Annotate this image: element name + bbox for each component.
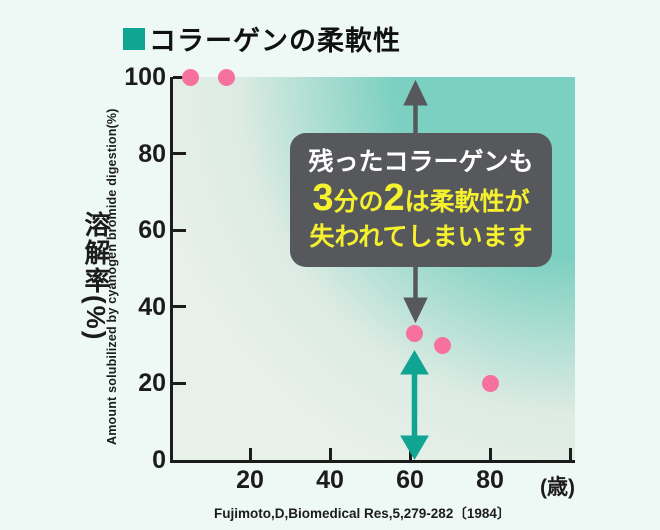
annotation-line-1: 残ったコラーゲンも: [308, 148, 534, 176]
y-tick-mark: [173, 228, 186, 232]
x-tick-label: 80: [476, 466, 504, 494]
y-tick-mark: [173, 75, 186, 79]
title-bullet-square-icon: [123, 27, 145, 50]
annotation-line-3: 失われてしまいます: [309, 223, 533, 251]
y-tick-label: 40: [138, 292, 166, 321]
data-point: [181, 68, 199, 86]
data-point: [405, 325, 423, 343]
x-axis-unit-label: (歳): [540, 476, 575, 499]
y-tick-mark: [173, 305, 186, 309]
citation-text: Fujimoto,D,Biomedical Res,5,279-282〔1984…: [214, 506, 511, 521]
data-point: [481, 374, 499, 392]
y-axis-label-japanese: 溶解率(%): [81, 211, 111, 342]
annotation-callout-box: 残ったコラーゲンも 3分の2は柔軟性が 失われてしまいます: [290, 133, 552, 267]
y-tick-mark: [173, 152, 186, 156]
y-tick-label: 20: [138, 369, 166, 398]
data-point: [217, 68, 235, 86]
x-tick-label: 20: [236, 466, 264, 494]
x-tick-mark: [408, 448, 412, 460]
data-point: [433, 336, 451, 354]
x-tick-label: 60: [396, 466, 424, 494]
x-tick-mark: [568, 448, 572, 460]
x-tick-mark: [328, 448, 332, 460]
chart-title-text: コラーゲンの柔軟性: [149, 26, 401, 56]
y-tick-label: 100: [124, 63, 166, 91]
x-tick-mark: [248, 448, 252, 460]
y-tick-label: 80: [138, 139, 166, 168]
chart-title: コラーゲンの柔軟性: [123, 19, 401, 58]
y-tick-mark: [173, 381, 186, 385]
y-tick-label: 60: [138, 216, 166, 245]
y-tick-label: 0: [152, 446, 166, 474]
x-tick-label: 40: [316, 466, 344, 494]
annotation-line-2: 3分の2は柔軟性が: [312, 177, 530, 219]
x-tick-mark: [488, 448, 492, 460]
y-axis-label-english: Amount solubilized by cyanogen bromide d…: [105, 108, 119, 446]
